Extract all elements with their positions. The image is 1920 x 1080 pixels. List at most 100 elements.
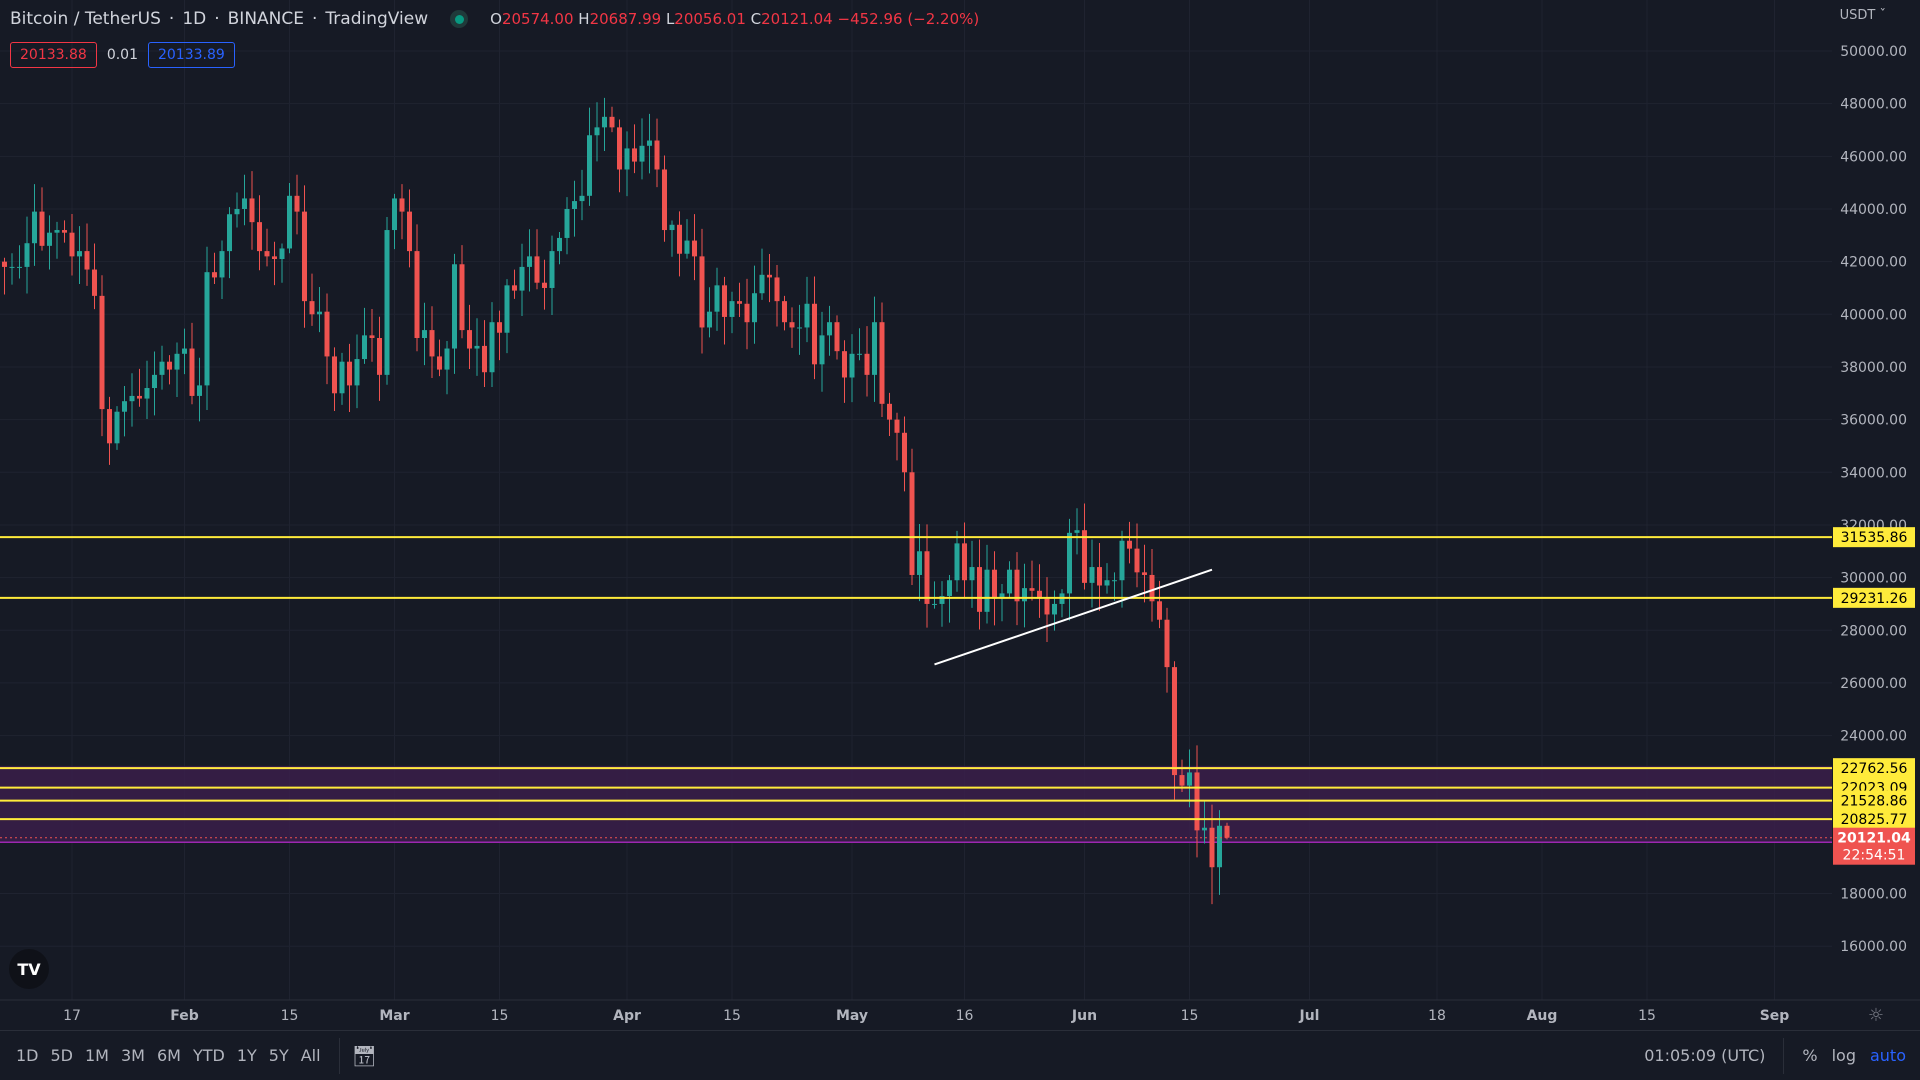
price-tick-label: 28000.00 [1840,623,1907,639]
candle-body [587,135,592,196]
buy-button[interactable]: 20133.89 [147,42,235,68]
candle-body [1224,825,1230,838]
candle-body [242,198,247,209]
percent-toggle[interactable]: % [1802,1046,1818,1065]
time-tick-label: 18 [1428,1008,1446,1024]
candle-body [774,277,780,302]
bar-countdown: 22:54:51 [1843,848,1906,864]
candle-body [114,411,120,444]
currency-select[interactable]: USDT ˇ [1839,8,1886,23]
candle-body [692,240,697,257]
divider [338,1037,340,1074]
settings-icon[interactable]: ☼ [1868,1005,1884,1026]
market-status-icon[interactable] [450,10,469,28]
candle-body [1217,825,1222,868]
candle-body [92,269,97,296]
range-5d[interactable]: 5D [50,1046,74,1065]
candle-body [249,198,255,223]
candle-body [324,311,330,357]
candle-body [684,240,690,254]
candle-body [602,116,607,128]
candle-body [32,211,37,244]
candle-body [167,361,172,370]
candle-body [857,353,862,355]
candle-body [497,322,502,333]
symbol-legend: Bitcoin / TetherUS · 1D · BINANCE · Trading… [10,9,980,29]
range-3m[interactable]: 3M [120,1046,145,1065]
candle-body [549,251,555,288]
log-toggle[interactable]: log [1831,1046,1856,1065]
price-tick-label: 42000.00 [1840,255,1907,271]
candle-body [384,230,390,375]
candle-body [392,198,397,231]
candle-body [332,356,337,394]
candle-body [767,274,772,278]
candle-body [272,256,277,260]
range-1m[interactable]: 1M [85,1046,109,1065]
candle-body [1164,619,1170,668]
range-1d[interactable]: 1D [16,1046,39,1065]
auto-toggle[interactable]: auto [1869,1046,1906,1065]
time-tick-label: 15 [491,1008,509,1024]
tradingview-logo [9,949,49,989]
candle-body [69,232,75,257]
time-tick-label: 15 [281,1008,299,1024]
candle-body [639,145,645,162]
candle-body [77,251,82,257]
candle-body [302,211,307,302]
candle-body [984,569,990,612]
level-price-tag [1833,790,1915,811]
bottom-toolbar: 1D 5D 1M 3M 6M YTD 1Y 5Y All 📅︎ 01:05:09 (UTC) %… [0,1030,1920,1080]
candle-body [1074,530,1080,533]
candle-body [654,140,660,170]
candle-body [992,569,997,599]
level-price-tag [1833,809,1915,830]
sell-button[interactable]: 20133.88 [10,42,97,68]
candle-body [1209,827,1215,868]
candle-body [632,148,637,162]
candle-body [287,195,292,249]
candle-body [699,256,705,328]
candle-body [579,195,585,202]
price-chart[interactable]: 17 Feb 15 Mar 15 Apr 15 May 16 Jun 15 Jul 18 Aug 15 Sep… [0,0,1920,1030]
candle-body [1097,567,1102,586]
clock[interactable]: 01:05:09 (UTC) [1644,1046,1766,1065]
time-tick-label: 16 [956,1008,974,1024]
candle-body [617,127,622,170]
candle-body [969,567,975,581]
candle-body [362,335,367,360]
candle-body [1044,598,1050,615]
symbol-name[interactable]: Bitcoin / TetherUS [10,9,161,29]
candle-body [474,345,480,349]
candle-body [917,551,922,575]
candle-body [954,543,960,581]
candle-body [909,472,915,575]
candle-body [234,208,240,215]
candle-body [594,127,600,136]
candle-body [624,148,630,170]
interval: 1D [182,9,207,29]
candle-body [257,222,262,252]
level-price-tag [1833,587,1915,608]
candle-body [429,330,435,357]
candle-body [407,211,412,252]
level-price-label: 31535.86 [1841,530,1908,546]
candle-body [1142,572,1147,575]
price-tick-label: 50000.00 [1840,44,1907,60]
time-tick-label: Aug [1527,1008,1558,1024]
range-1y[interactable]: 1Y [236,1046,257,1065]
price-tick-label: 30000.00 [1840,571,1907,587]
range-all[interactable]: All [300,1046,321,1065]
candle-body [144,388,150,399]
goto-date-icon[interactable]: 📅︎ [351,1043,377,1068]
range-5y[interactable]: 5Y [268,1046,289,1065]
range-6m[interactable]: 6M [156,1046,181,1065]
candle-body [159,361,165,375]
candle-body [122,401,127,412]
range-ytd[interactable]: YTD [192,1046,225,1065]
candle-body [1104,580,1110,586]
candle-body [647,140,652,146]
candle-body [437,356,442,370]
candle-body [662,169,667,231]
candle-body [354,359,360,386]
